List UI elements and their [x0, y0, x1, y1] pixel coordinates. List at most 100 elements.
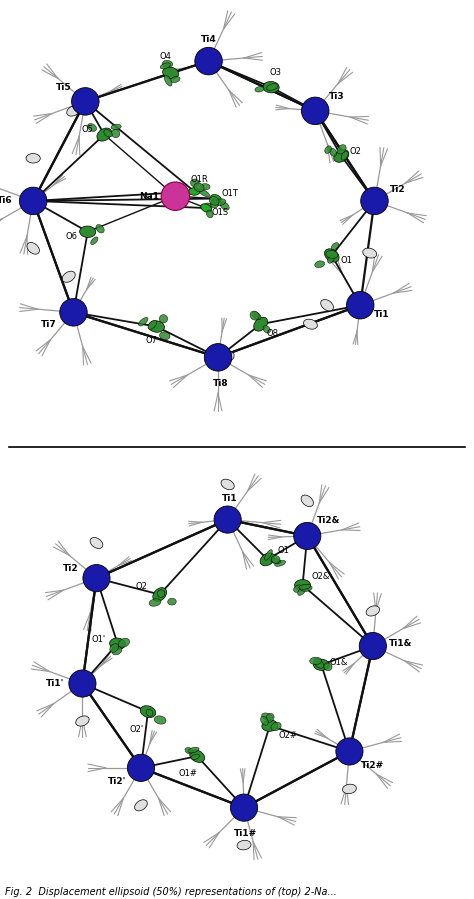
Ellipse shape [214, 199, 226, 206]
Ellipse shape [328, 255, 334, 263]
Ellipse shape [88, 123, 97, 131]
Ellipse shape [330, 148, 337, 156]
Ellipse shape [110, 644, 118, 653]
Ellipse shape [221, 479, 234, 490]
Text: Ti2: Ti2 [63, 565, 79, 574]
Ellipse shape [315, 261, 325, 268]
Ellipse shape [91, 237, 98, 245]
Ellipse shape [161, 182, 190, 210]
Ellipse shape [220, 201, 229, 210]
Ellipse shape [19, 187, 47, 215]
Ellipse shape [237, 841, 251, 850]
Ellipse shape [263, 325, 270, 334]
Ellipse shape [72, 87, 99, 115]
Text: O1': O1' [92, 636, 106, 645]
Text: Ti3: Ti3 [329, 93, 344, 102]
Ellipse shape [260, 553, 275, 565]
Ellipse shape [153, 588, 166, 601]
Ellipse shape [325, 146, 331, 154]
Text: O3: O3 [270, 68, 282, 77]
Ellipse shape [314, 658, 324, 668]
Ellipse shape [293, 585, 302, 592]
Ellipse shape [272, 556, 280, 564]
Text: O2&: O2& [311, 573, 329, 582]
Text: O2#: O2# [278, 731, 297, 740]
Ellipse shape [203, 203, 212, 211]
Ellipse shape [301, 97, 329, 125]
Ellipse shape [148, 320, 156, 329]
Ellipse shape [250, 311, 259, 320]
Ellipse shape [252, 312, 261, 320]
Ellipse shape [185, 748, 193, 754]
Ellipse shape [135, 800, 147, 811]
Ellipse shape [324, 663, 332, 671]
Ellipse shape [148, 321, 164, 333]
Ellipse shape [76, 716, 89, 726]
Text: O5: O5 [82, 125, 94, 134]
Ellipse shape [299, 584, 311, 590]
Ellipse shape [162, 60, 173, 67]
Ellipse shape [111, 129, 120, 138]
Ellipse shape [104, 129, 112, 137]
Text: Na1: Na1 [139, 191, 159, 200]
Text: Ti2': Ti2' [109, 778, 127, 787]
Text: Ti1: Ti1 [222, 494, 238, 503]
Ellipse shape [83, 565, 110, 592]
Ellipse shape [321, 299, 333, 311]
Text: O1: O1 [340, 255, 352, 264]
Text: Ti2#: Ti2# [361, 761, 384, 770]
Ellipse shape [160, 332, 170, 340]
Ellipse shape [60, 298, 87, 326]
Ellipse shape [69, 670, 96, 697]
Ellipse shape [159, 315, 168, 323]
Ellipse shape [294, 522, 321, 549]
Ellipse shape [199, 190, 210, 197]
Ellipse shape [210, 194, 221, 202]
Text: O1R: O1R [190, 175, 208, 184]
Ellipse shape [112, 646, 122, 654]
Ellipse shape [67, 105, 80, 116]
Ellipse shape [140, 706, 156, 717]
Ellipse shape [206, 210, 213, 218]
Ellipse shape [80, 226, 96, 237]
Text: O1&: O1& [330, 658, 348, 667]
Text: O7: O7 [146, 336, 158, 345]
Text: Ti1&: Ti1& [389, 639, 413, 648]
Ellipse shape [295, 580, 310, 591]
Ellipse shape [313, 659, 329, 671]
Ellipse shape [27, 243, 39, 254]
Text: Ti5: Ti5 [56, 83, 72, 92]
Text: Ti4: Ti4 [201, 35, 217, 44]
Ellipse shape [334, 149, 349, 162]
Ellipse shape [128, 754, 155, 781]
Ellipse shape [263, 82, 279, 93]
Ellipse shape [210, 197, 219, 205]
Text: O2: O2 [349, 147, 362, 156]
Ellipse shape [366, 606, 380, 616]
Ellipse shape [194, 182, 204, 191]
Ellipse shape [331, 243, 339, 250]
Text: Ti2&: Ti2& [317, 517, 340, 526]
Ellipse shape [164, 76, 172, 86]
Ellipse shape [189, 188, 200, 195]
Ellipse shape [254, 317, 268, 331]
Ellipse shape [301, 495, 313, 507]
Text: O2': O2' [129, 725, 143, 734]
Ellipse shape [160, 63, 171, 69]
Text: Ti2: Ti2 [391, 184, 406, 193]
Ellipse shape [266, 714, 274, 722]
Ellipse shape [221, 352, 234, 362]
Ellipse shape [275, 560, 286, 566]
Ellipse shape [155, 716, 166, 724]
Text: Ti1: Ti1 [374, 310, 389, 319]
Ellipse shape [62, 271, 75, 282]
Text: O6: O6 [65, 232, 77, 241]
Ellipse shape [97, 128, 112, 141]
Ellipse shape [337, 145, 346, 154]
Text: O4: O4 [160, 52, 172, 61]
Text: O1#: O1# [178, 770, 197, 779]
Ellipse shape [138, 317, 148, 326]
Ellipse shape [262, 713, 273, 720]
Ellipse shape [109, 638, 126, 649]
Text: O8: O8 [266, 329, 279, 338]
